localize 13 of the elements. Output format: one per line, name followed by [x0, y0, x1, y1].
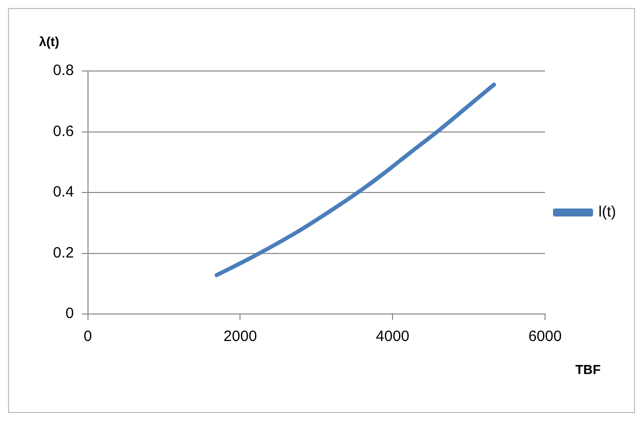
y-tick-label: 0.2 [52, 244, 74, 262]
y-tick-label: 0.4 [52, 184, 74, 201]
x-tick-label: 2000 [224, 328, 257, 346]
x-tick-label: 4000 [376, 328, 410, 346]
y-tick-label: 0.6 [52, 122, 74, 140]
y-axis-title: λ(t) [39, 34, 60, 49]
x-axis-title: TBF [575, 362, 601, 377]
x-tick-label: 0 [84, 328, 92, 346]
y-tick-label: 0.8 [52, 62, 74, 80]
y-tick-label: 0 [66, 305, 74, 322]
x-tick-label: 6000 [528, 328, 562, 346]
legend-label: l(t) [598, 204, 616, 221]
line-series [214, 82, 496, 278]
